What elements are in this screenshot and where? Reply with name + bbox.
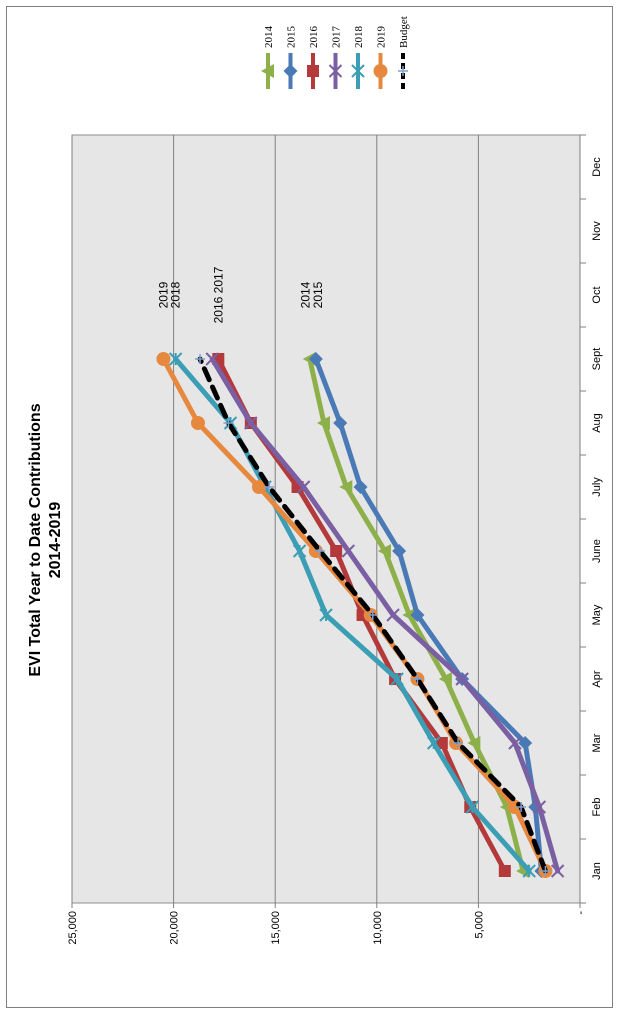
legend-marker-2016 [307, 65, 319, 77]
category-tick-label: Feb [591, 798, 603, 817]
category-tick-label: Aug [591, 413, 603, 433]
legend-label-2016: 2016 [308, 26, 320, 49]
value-tick-label: 10,000 [372, 911, 384, 945]
value-tick-label: 20,000 [169, 911, 181, 945]
legend-label-2019: 2019 [376, 26, 388, 49]
legend-label-2014: 2014 [263, 26, 275, 49]
category-tick-label: Dec [591, 157, 603, 177]
legend-label-2017: 2017 [331, 26, 343, 49]
data-point-2019 [191, 416, 205, 430]
chart-title: EVI Total Year to Date Contributions [27, 403, 44, 676]
series-annotation: 2015 [311, 281, 325, 308]
value-tick-label: - [575, 911, 587, 915]
data-point-2016 [330, 545, 342, 557]
legend-marker-2018 [352, 65, 364, 77]
value-tick-label: 5,000 [473, 911, 485, 939]
data-point-2016 [499, 865, 511, 877]
category-tick-label: Nov [591, 221, 603, 241]
chart-subtitle: 2014-2019 [47, 502, 64, 579]
series-annotation: 2016 2017 [211, 266, 225, 323]
category-tick-label: Sept [591, 348, 603, 371]
legend-marker-2015 [284, 64, 298, 78]
data-point-2019 [156, 352, 170, 366]
category-tick-label: July [591, 477, 603, 497]
legend-label-2015: 2015 [286, 26, 298, 49]
legend-marker-2019 [374, 64, 388, 78]
value-tick-label: 25,000 [67, 911, 79, 945]
category-tick-label: Mar [591, 733, 603, 752]
category-tick-label: June [591, 539, 603, 563]
value-tick-label: 15,000 [270, 911, 282, 945]
legend-marker-budget [398, 66, 408, 76]
legend-label-budget: Budget [398, 16, 410, 48]
category-tick-label: Apr [591, 670, 603, 687]
series-annotation: 2018 [169, 281, 183, 308]
category-tick-label: Oct [591, 286, 603, 303]
legend-label-2018: 2018 [353, 26, 365, 49]
category-tick-label: May [591, 604, 603, 625]
category-tick-label: Jan [591, 862, 603, 880]
